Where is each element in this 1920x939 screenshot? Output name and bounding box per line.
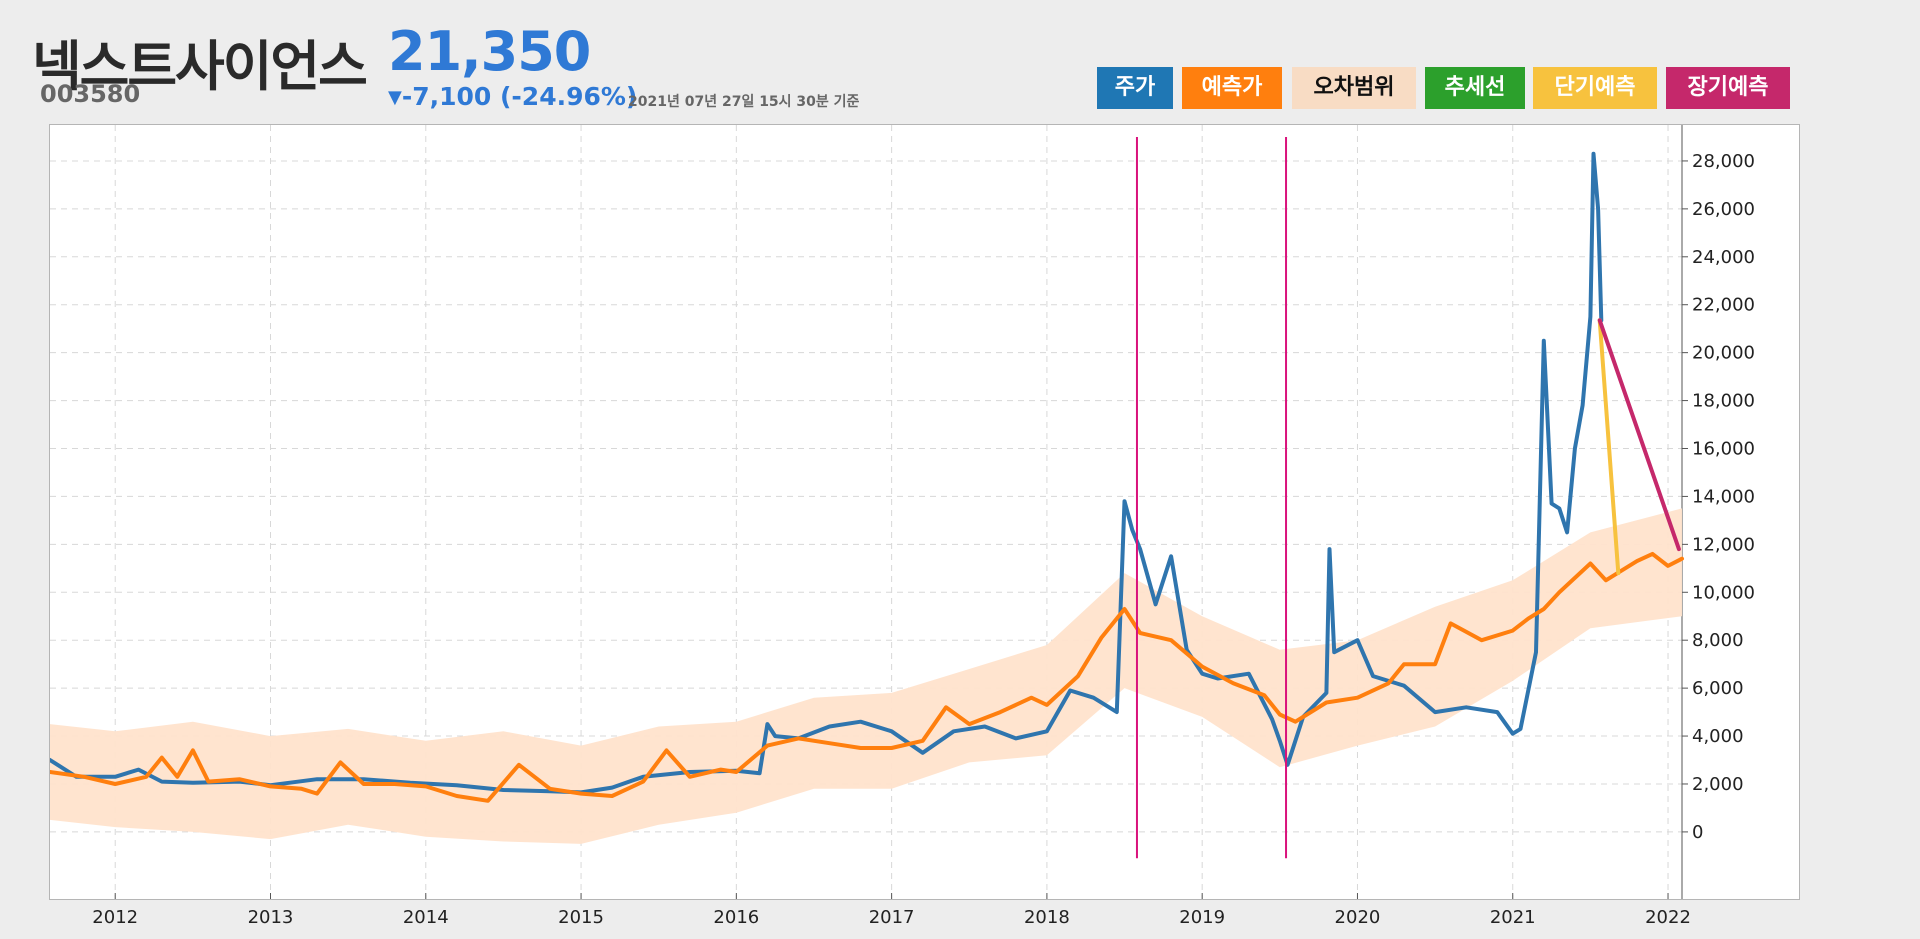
y-tick-label: 14,000: [1692, 486, 1755, 507]
y-tick-label: 20,000: [1692, 343, 1755, 364]
y-tick-label: 6,000: [1692, 678, 1744, 699]
y-tick-label: 26,000: [1692, 199, 1755, 220]
stock-name: 넥스트사이언스: [32, 35, 368, 98]
price-change: ▼-7,100 (-24.96%): [388, 82, 637, 111]
price-chart: 0 2,000 4,000 6,000 8,000 10,000 12,000 14,000 1…: [50, 125, 1755, 899]
y-tick-label: 12,000: [1692, 534, 1755, 555]
y-tick-label: 0: [1692, 822, 1703, 843]
y-tick-label: 10,000: [1692, 582, 1755, 603]
x-tick-label: 2012: [92, 907, 138, 928]
stock-code: 003580: [40, 80, 141, 108]
y-tick-label: 22,000: [1692, 295, 1755, 316]
legend-price[interactable]: 주가: [1097, 67, 1173, 109]
tick-layer: 0 2,000 4,000 6,000 8,000 10,000 12,000 14,000 1…: [1692, 151, 1755, 843]
legend-long-term[interactable]: 장기예측: [1666, 67, 1790, 109]
y-tick-label: 18,000: [1692, 391, 1755, 412]
y-tick-label: 4,000: [1692, 726, 1744, 747]
x-tick-label: 2014: [403, 907, 449, 928]
y-tick-label: 24,000: [1692, 247, 1755, 268]
x-tick-label: 2021: [1490, 907, 1536, 928]
x-tick-label: 2019: [1179, 907, 1225, 928]
y-tick-label: 8,000: [1692, 630, 1744, 651]
vertical-marker-layer: [1135, 136, 1288, 859]
x-tick-label: 2018: [1024, 907, 1070, 928]
short-term-prediction-line: [1597, 318, 1621, 576]
current-price: 21,350: [388, 20, 591, 83]
x-tick-label: 2013: [248, 907, 294, 928]
y-tick-label: 2,000: [1692, 774, 1744, 795]
price-series-line: [50, 151, 1604, 795]
x-tick-label: 2016: [713, 907, 759, 928]
y-tick-label: 16,000: [1692, 438, 1755, 459]
price-change-value: -7,100 (-24.96%): [401, 82, 638, 111]
error-band: [50, 508, 1682, 844]
as-of-timestamp: 2021년 07년 27일 15시 30분 기준: [628, 94, 860, 110]
x-tick-label: 2015: [558, 907, 604, 928]
x-tick-label: 2022: [1645, 907, 1691, 928]
x-tick-label: 2020: [1335, 907, 1381, 928]
series-layer: [50, 151, 1684, 803]
predicted-series-line: [50, 551, 1684, 803]
legend-trendline[interactable]: 추세선: [1425, 67, 1525, 109]
legend-predicted[interactable]: 예측가: [1182, 67, 1282, 109]
legend-short-term[interactable]: 단기예측: [1533, 67, 1657, 109]
long-term-prediction-line: [1597, 318, 1681, 552]
grid: [50, 125, 1688, 899]
legend-error-range[interactable]: 오차범위: [1292, 67, 1416, 109]
y-tick-label: 28,000: [1692, 151, 1755, 172]
down-arrow-icon: ▼: [388, 87, 402, 108]
chart-area: 0 2,000 4,000 6,000 8,000 10,000 12,000 14,000 1…: [49, 124, 1800, 900]
x-tick-label: 2017: [869, 907, 915, 928]
error-band-layer: [50, 508, 1682, 844]
